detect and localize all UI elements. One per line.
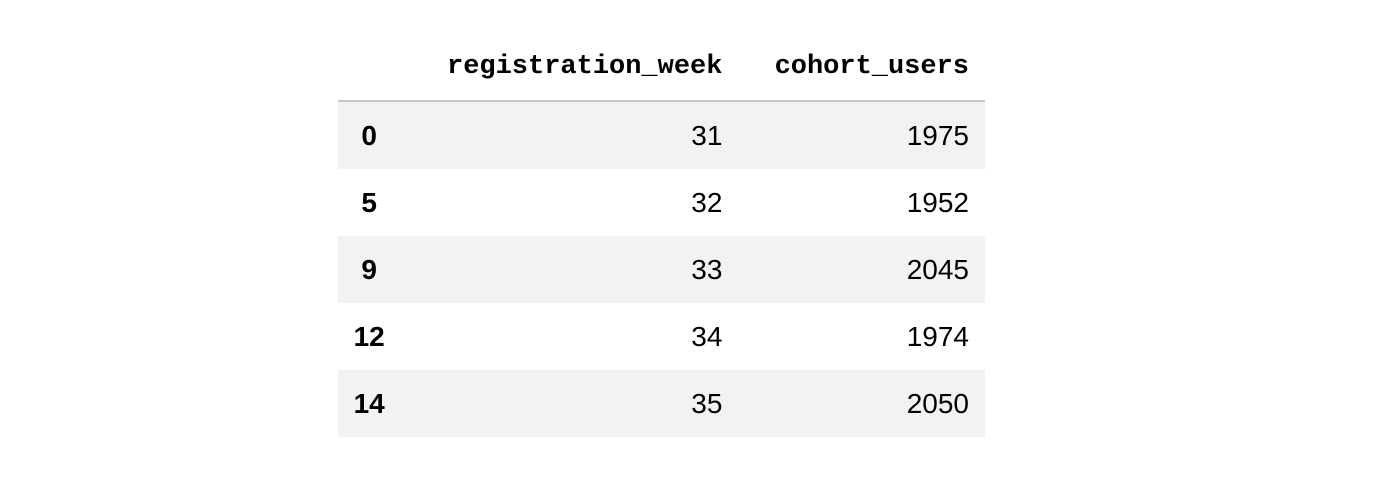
table-row: 5 32 1952: [338, 169, 985, 236]
row-index: 12: [353, 320, 385, 352]
column-header-cohort-users: cohort_users: [738, 34, 985, 102]
index-header: [338, 34, 401, 102]
cohort-users-cell: 2045: [738, 236, 985, 303]
registration-week-cell: 32: [691, 186, 723, 218]
header-row: registration_week cohort_users: [338, 34, 985, 102]
table-row: 0 31 1975: [338, 101, 985, 169]
registration-week-cell: 33: [400, 236, 739, 303]
table-body: 0 31 1975 5 32 1952 9 33 2045 12 34 1974…: [338, 101, 985, 437]
row-index: 9: [338, 236, 401, 303]
row-index: 0: [338, 101, 401, 169]
registration-week-cell: 31: [400, 101, 739, 169]
cohort-users-cell: 1975: [738, 101, 985, 169]
table-row: 12 34 1974: [338, 303, 985, 370]
row-index: 14: [338, 370, 401, 437]
table-header: registration_week cohort_users: [338, 34, 985, 102]
cohort-users-cell: 1952: [906, 186, 969, 218]
dataframe-table: registration_week cohort_users 0 31 1975…: [338, 34, 985, 437]
registration-week-cell: 34: [691, 320, 723, 352]
cohort-users-cell: 2050: [738, 370, 985, 437]
column-header-registration-week: registration_week: [400, 34, 739, 102]
table-row: 9 33 2045: [338, 236, 985, 303]
table-row: 14 35 2050: [338, 370, 985, 437]
cohort-users-cell: 1974: [906, 320, 969, 352]
registration-week-cell: 35: [400, 370, 739, 437]
row-index: 5: [361, 186, 377, 218]
